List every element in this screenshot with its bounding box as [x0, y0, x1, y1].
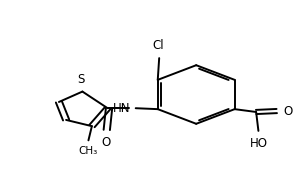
Text: HN: HN [113, 102, 131, 115]
Text: CH₃: CH₃ [79, 146, 98, 156]
Text: HO: HO [249, 137, 268, 149]
Text: Cl: Cl [152, 39, 163, 52]
Text: O: O [101, 136, 110, 149]
Text: S: S [77, 73, 85, 86]
Text: O: O [283, 105, 292, 118]
